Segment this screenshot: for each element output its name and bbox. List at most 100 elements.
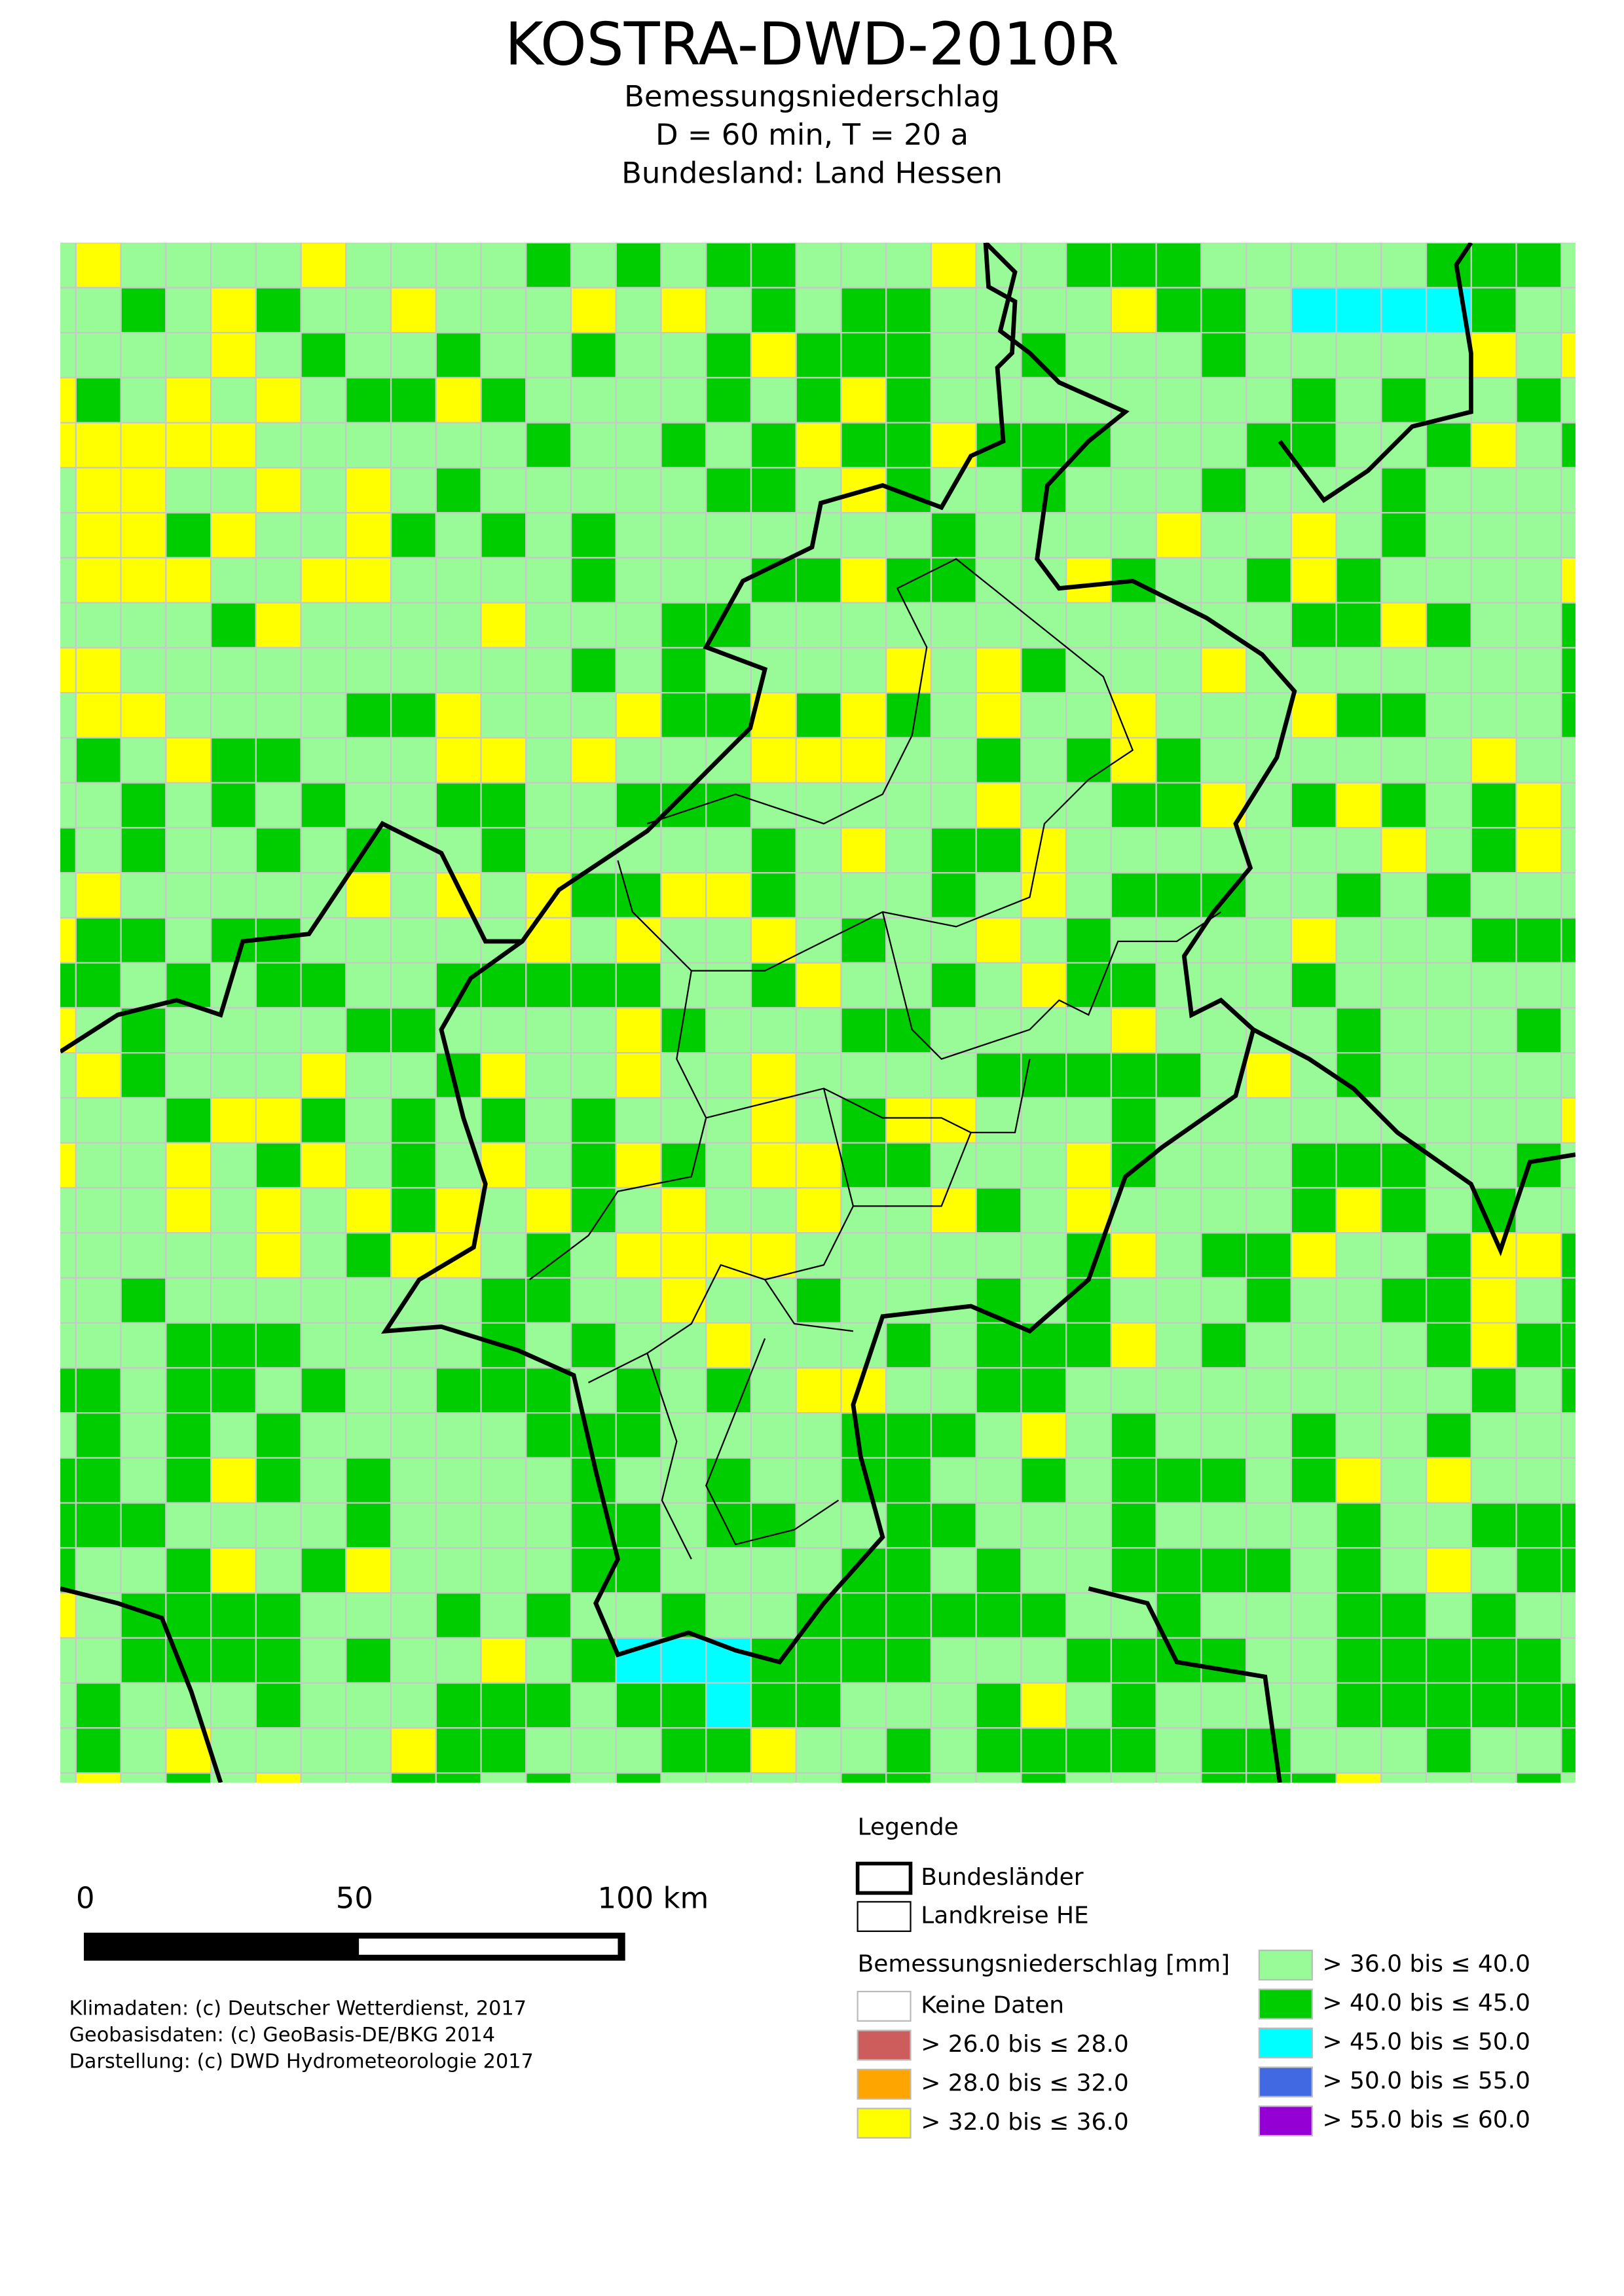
grid-cell	[1380, 782, 1428, 829]
grid-cell	[1155, 647, 1202, 694]
grid-cell	[1560, 1547, 1576, 1594]
grid-cell	[1290, 1007, 1337, 1054]
grid-cell	[840, 467, 887, 514]
grid-cell	[75, 1547, 122, 1594]
grid-cell	[1380, 512, 1428, 559]
grid-cell	[660, 1592, 707, 1639]
grid-cell	[120, 692, 167, 739]
grid-cell	[660, 1232, 707, 1279]
grid-cell	[885, 376, 932, 424]
grid-cell	[570, 1412, 617, 1459]
grid-cell	[1515, 1007, 1562, 1054]
grid-cell	[975, 1187, 1022, 1234]
grid-cell	[705, 1007, 752, 1054]
grid-cell	[570, 647, 617, 694]
grid-cell	[345, 917, 392, 964]
grid-cell	[660, 556, 707, 604]
grid-cell	[345, 1052, 392, 1099]
scale-label: 100 km	[597, 1881, 709, 1916]
grid-cell	[525, 512, 572, 559]
grid-cell	[390, 1097, 437, 1144]
grid-cell	[1246, 556, 1292, 604]
grid-cell	[60, 1187, 77, 1234]
grid-cell	[60, 467, 77, 514]
grid-cell	[525, 1457, 572, 1504]
grid-cell	[1335, 512, 1382, 559]
grid-cell	[60, 1727, 77, 1774]
grid-cell	[60, 1592, 77, 1639]
grid-cell	[300, 1007, 347, 1054]
legend-label: > 36.0 bis ≤ 40.0	[1322, 1951, 1530, 1978]
grid-cell	[1020, 782, 1067, 829]
grid-cell	[840, 1187, 887, 1234]
grid-cell	[795, 1637, 842, 1684]
grid-cell	[480, 1052, 527, 1099]
grid-cell	[1515, 1772, 1562, 1783]
grid-cell	[1290, 556, 1337, 604]
grid-cell	[885, 1097, 932, 1144]
grid-cell	[435, 737, 482, 784]
grid-cell	[480, 782, 527, 829]
grid-cell	[1560, 556, 1576, 604]
grid-cell	[1425, 1187, 1472, 1234]
grid-cell	[1380, 467, 1428, 514]
grid-cell	[435, 242, 482, 289]
grid-cell	[165, 1502, 212, 1549]
legend-label: Landkreise HE	[921, 1902, 1089, 1929]
grid-cell	[390, 1187, 437, 1234]
grid-cell	[1065, 467, 1113, 514]
grid-cell	[660, 1367, 707, 1414]
grid-cell	[435, 962, 482, 1009]
grid-cell	[885, 782, 932, 829]
grid-cell	[1155, 376, 1202, 424]
grid-cell	[210, 1142, 257, 1189]
grid-cell	[705, 1772, 752, 1783]
grid-cell	[1560, 512, 1576, 559]
grid-cell	[1335, 1727, 1382, 1774]
grid-cell	[1110, 1322, 1157, 1369]
grid-cell	[525, 782, 572, 829]
grid-cell	[975, 647, 1022, 694]
grid-cell	[390, 332, 437, 379]
district-border	[529, 558, 1222, 1559]
grid-cell	[1020, 1682, 1067, 1729]
grid-cell	[1470, 1547, 1517, 1594]
grid-cell	[840, 1142, 887, 1189]
grid-cell	[165, 1547, 212, 1594]
grid-cell	[975, 692, 1022, 739]
grid-cell	[1020, 827, 1067, 874]
grid-cell	[1335, 1142, 1382, 1189]
grid-cell	[660, 1277, 707, 1324]
grid-cell	[1470, 332, 1517, 379]
grid-cell	[345, 1502, 392, 1549]
grid-cell	[1515, 287, 1562, 334]
grid-cell	[795, 782, 842, 829]
grid-cell	[1425, 1007, 1472, 1054]
grid-cell	[1335, 1772, 1382, 1783]
grid-cell	[165, 917, 212, 964]
grid-cell	[1515, 242, 1562, 289]
state-border	[1278, 242, 1473, 503]
grid-cell	[210, 1637, 257, 1684]
grid-cell	[1470, 917, 1517, 964]
grid-cell	[300, 1187, 347, 1234]
grid-cell	[660, 376, 707, 424]
grid-cell	[1200, 332, 1247, 379]
grid-cell	[570, 1547, 617, 1594]
grid-cell	[570, 376, 617, 424]
grid-cell	[435, 376, 482, 424]
grid-cell	[1380, 1727, 1428, 1774]
grid-cell	[1425, 1322, 1472, 1369]
grid-cell	[60, 1367, 77, 1414]
grid-cell	[615, 376, 662, 424]
grid-cell	[840, 332, 887, 379]
grid-cell	[210, 1547, 257, 1594]
grid-cell	[525, 827, 572, 874]
grid-cell	[1560, 1277, 1576, 1324]
grid-cell	[120, 556, 167, 604]
grid-cell	[1155, 422, 1202, 469]
grid-cell	[1515, 1457, 1562, 1504]
grid-cell	[975, 782, 1022, 829]
legend-swatch	[1258, 2066, 1313, 2098]
grid-cell	[1515, 737, 1562, 784]
